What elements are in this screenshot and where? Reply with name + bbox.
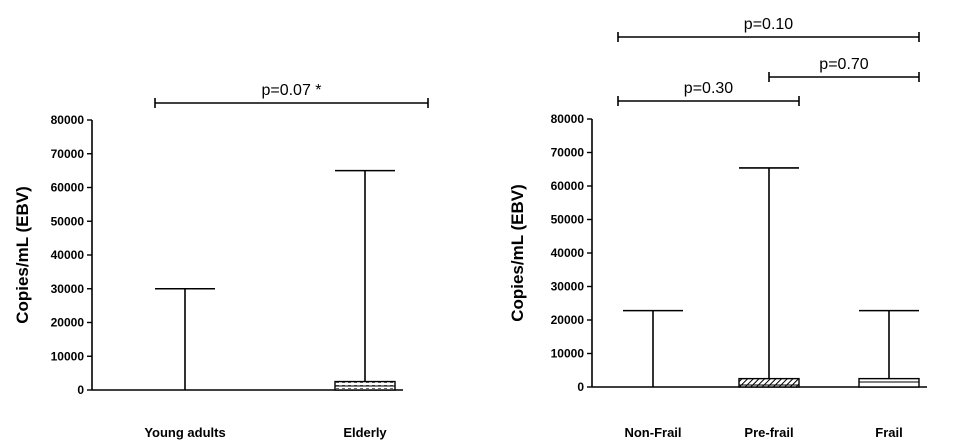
significance-bracket: p=0.10: [617, 16, 920, 42]
p-value-label: p=0.07 *: [261, 82, 321, 99]
y-axis-label: Copies/mL (EBV): [13, 186, 32, 324]
p-value-label: p=0.30: [684, 80, 733, 97]
y-tick-label: 80000: [551, 112, 585, 126]
y-tick-label: 20000: [51, 316, 85, 330]
box-iqr: [858, 377, 920, 388]
y-tick-label: 40000: [51, 248, 85, 262]
category-label: Non-Frail: [624, 425, 681, 440]
box-non-frail: [623, 309, 683, 387]
significance-bracket: p=0.07 *: [154, 82, 429, 108]
y-axis-label: Copies/mL (EBV): [508, 184, 527, 322]
p-value-label: p=0.70: [819, 56, 868, 73]
y-tick-label: 50000: [51, 214, 85, 228]
y-tick-label: 50000: [551, 213, 585, 227]
box-young-adults: [155, 287, 215, 390]
y-tick-label: 40000: [551, 246, 585, 260]
y-tick-label: 30000: [551, 280, 585, 294]
box-frail: [858, 309, 920, 388]
y-tick-label: 70000: [51, 147, 85, 161]
box-iqr: [738, 377, 800, 388]
category-label: Pre-frail: [744, 425, 793, 440]
box-elderly: [334, 169, 396, 391]
y-tick-label: 60000: [51, 181, 85, 195]
chart-frailty: 0 10000 20000 30000 40000 50000 60000 70000 8000…: [508, 16, 927, 440]
y-tick-label: 10000: [51, 349, 85, 363]
y-tick-label: 80000: [51, 113, 85, 127]
y-tick-label: 20000: [551, 313, 585, 327]
significance-bracket: p=0.70: [768, 56, 920, 82]
category-label: Young adults: [144, 425, 225, 440]
p-value-label: p=0.10: [744, 16, 793, 33]
y-tick-label: 70000: [551, 146, 585, 160]
y-tick-label: 0: [577, 380, 584, 394]
y-tick-label: 60000: [551, 179, 585, 193]
significance-bracket: p=0.30: [617, 80, 800, 106]
chart-young-vs-elderly: 0 10000 20000 30000 40000 50000 60000 70000 8000…: [13, 82, 429, 440]
category-label: Frail: [875, 425, 902, 440]
category-label: Elderly: [343, 425, 387, 440]
y-tick-label: 0: [77, 383, 84, 397]
y-tick-label: 30000: [51, 282, 85, 296]
box-pre-frail: [738, 167, 800, 388]
y-tick-label: 10000: [551, 347, 585, 361]
